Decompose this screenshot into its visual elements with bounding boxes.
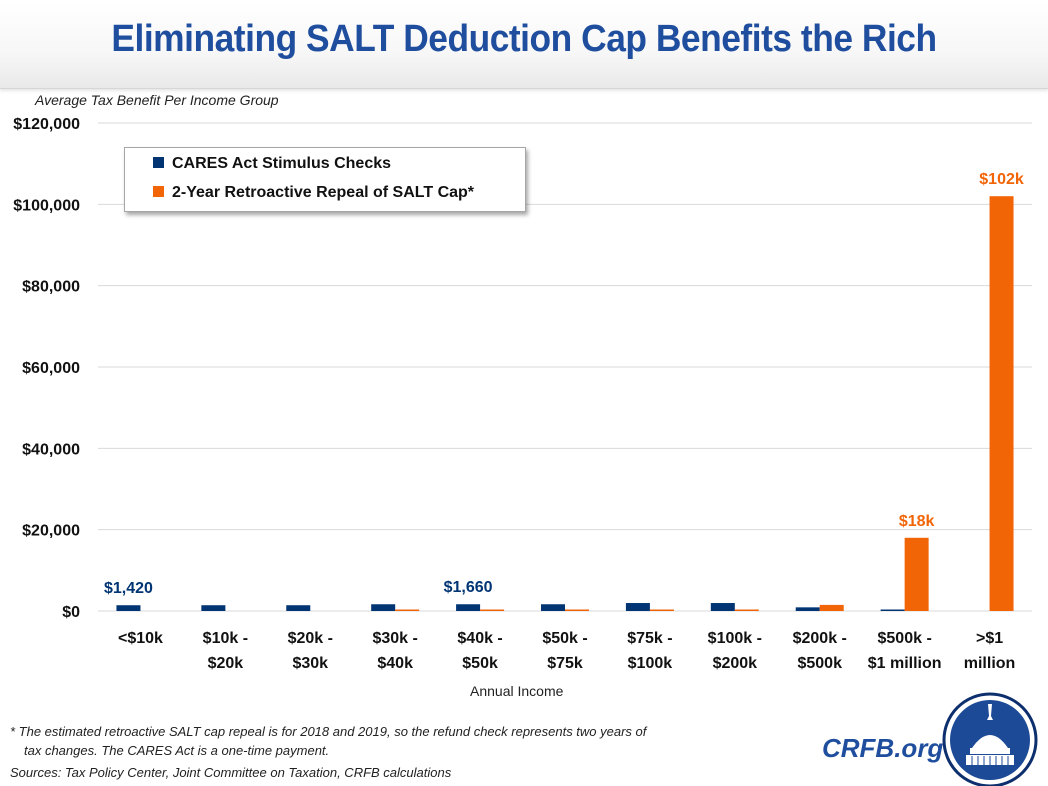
x-tick-label: $75k (547, 655, 583, 672)
footnote-line-1: * The estimated retroactive SALT cap rep… (10, 724, 647, 739)
bar-cares-4 (456, 604, 481, 611)
x-tick-label: $20k - (288, 630, 333, 647)
x-tick-label: $40k - (457, 630, 502, 647)
x-tick-label: $200k - (793, 630, 847, 647)
x-tick-label: $500k (797, 655, 842, 672)
x-tick-label: $40k (377, 655, 413, 672)
legend-label-salt: 2-Year Retroactive Repeal of SALT Cap* (172, 184, 475, 201)
y-tick-label: $0 (62, 604, 80, 621)
bar-cares-0 (116, 605, 141, 611)
x-tick-label: $100k - (708, 630, 762, 647)
x-tick-label: $50k (462, 655, 498, 672)
legend-item-cares: CARES Act Stimulus Checks (153, 155, 391, 173)
legend-swatch-orange (153, 186, 164, 197)
bar-cares-2 (286, 605, 311, 611)
bar-cares-3 (371, 604, 396, 611)
bar-cares-9 (880, 609, 905, 611)
y-tick-label: $100,000 (13, 197, 80, 214)
y-tick-label: $120,000 (13, 116, 80, 133)
bar-salt-7 (734, 609, 759, 611)
x-tick-label: $30k (292, 655, 328, 672)
x-axis-title: Annual Income (470, 683, 564, 699)
footnote: * The estimated retroactive SALT cap rep… (10, 722, 646, 760)
bar-cares-8 (795, 607, 820, 611)
x-tick-label: $20k (208, 655, 244, 672)
page-title: Eliminating SALT Deduction Cap Benefits … (111, 18, 937, 60)
data-label: $1,660 (444, 579, 493, 596)
chart-legend: CARES Act Stimulus Checks 2-Year Retroac… (124, 147, 526, 212)
x-tick-label: $1 million (868, 655, 942, 672)
data-label: $18k (899, 513, 935, 530)
y-tick-label: $80,000 (22, 279, 80, 296)
bar-cares-6 (625, 603, 650, 611)
x-tick-label: $10k - (203, 630, 248, 647)
bar-salt-9 (904, 537, 929, 611)
header-banner: Eliminating SALT Deduction Cap Benefits … (0, 0, 1048, 89)
bar-chart: $0 $20,000 $40,000 $60,000 $80,000 $100,000 $1… (13, 116, 1032, 672)
legend-swatch-navy (153, 157, 164, 168)
sources-text: Sources: Tax Policy Center, Joint Commit… (10, 765, 452, 780)
bar-salt-5 (565, 609, 589, 611)
legend-item-salt: 2-Year Retroactive Repeal of SALT Cap* (153, 184, 474, 202)
y-tick-label: $40,000 (22, 441, 80, 458)
crfb-seal-logo (942, 692, 1038, 786)
x-tick-label: <$10k (118, 630, 163, 647)
statue-icon (987, 704, 993, 720)
bar-cares-5 (541, 604, 565, 611)
bar-cares-7 (710, 603, 735, 611)
bar-salt-6 (649, 609, 674, 611)
y-axis-title: Average Tax Benefit Per Income Group (35, 92, 279, 108)
x-tick-label: $30k - (372, 630, 417, 647)
bar-salt-4 (480, 609, 505, 611)
bar-salt-3 (395, 609, 420, 611)
x-tick-label: $50k - (542, 630, 587, 647)
x-tick-label: $75k - (627, 630, 672, 647)
brand-link[interactable]: CRFB.org (822, 733, 944, 763)
capitol-dome-icon (972, 735, 1008, 748)
legend-label-cares: CARES Act Stimulus Checks (172, 155, 392, 172)
bar-salt-8 (819, 604, 844, 611)
x-tick-label: >$1 (976, 630, 1003, 647)
x-tick-label: $500k - (878, 630, 932, 647)
footnote-line-2: tax changes. The CARES Act is a one-time… (24, 743, 330, 758)
data-label: $1,420 (104, 580, 153, 597)
x-tick-label: million (964, 655, 1016, 672)
data-label: $102k (979, 171, 1024, 188)
x-tick-label: $200k (713, 655, 758, 672)
y-tick-label: $60,000 (22, 360, 80, 377)
bar-salt-10 (989, 196, 1014, 611)
bar-cares-1 (201, 605, 226, 611)
y-tick-label: $20,000 (22, 523, 80, 540)
x-tick-label: $100k (628, 655, 673, 672)
